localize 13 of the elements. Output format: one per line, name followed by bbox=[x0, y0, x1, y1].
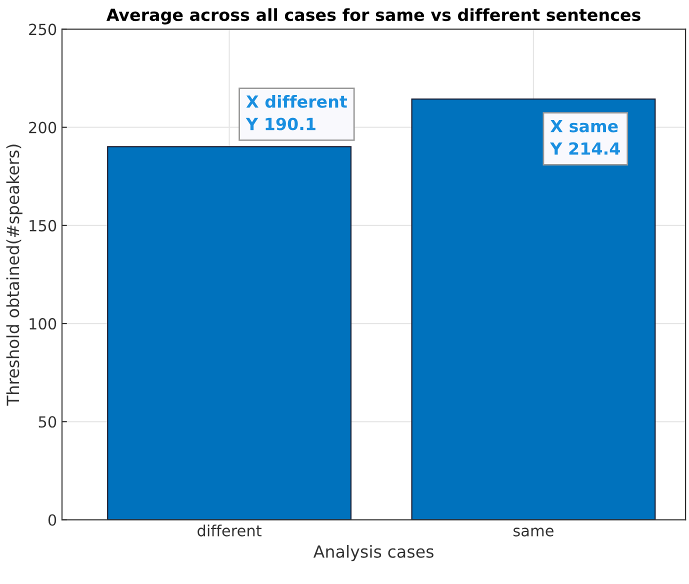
y-tick-label: 250 bbox=[29, 24, 56, 36]
x-tick-label: different bbox=[198, 524, 262, 536]
y-tick-label: 200 bbox=[29, 122, 56, 134]
y-axis-title: Threshold obtained(#speakers) bbox=[6, 144, 22, 406]
chart-title: Average across all cases for same vs different sentences bbox=[106, 8, 640, 24]
x-tick-label: same bbox=[514, 528, 554, 536]
y-tick-label: 150 bbox=[30, 220, 56, 232]
x-axis-title: Analysis cases bbox=[313, 544, 434, 562]
annotation: X same Y 214.4 bbox=[550, 120, 620, 155]
annotation: X different Y 190.1 bbox=[246, 94, 348, 130]
y-tick-label: 0 bbox=[48, 514, 56, 526]
y-tick-label: 100 bbox=[30, 318, 56, 330]
y-tick-label: 50 bbox=[38, 416, 56, 428]
